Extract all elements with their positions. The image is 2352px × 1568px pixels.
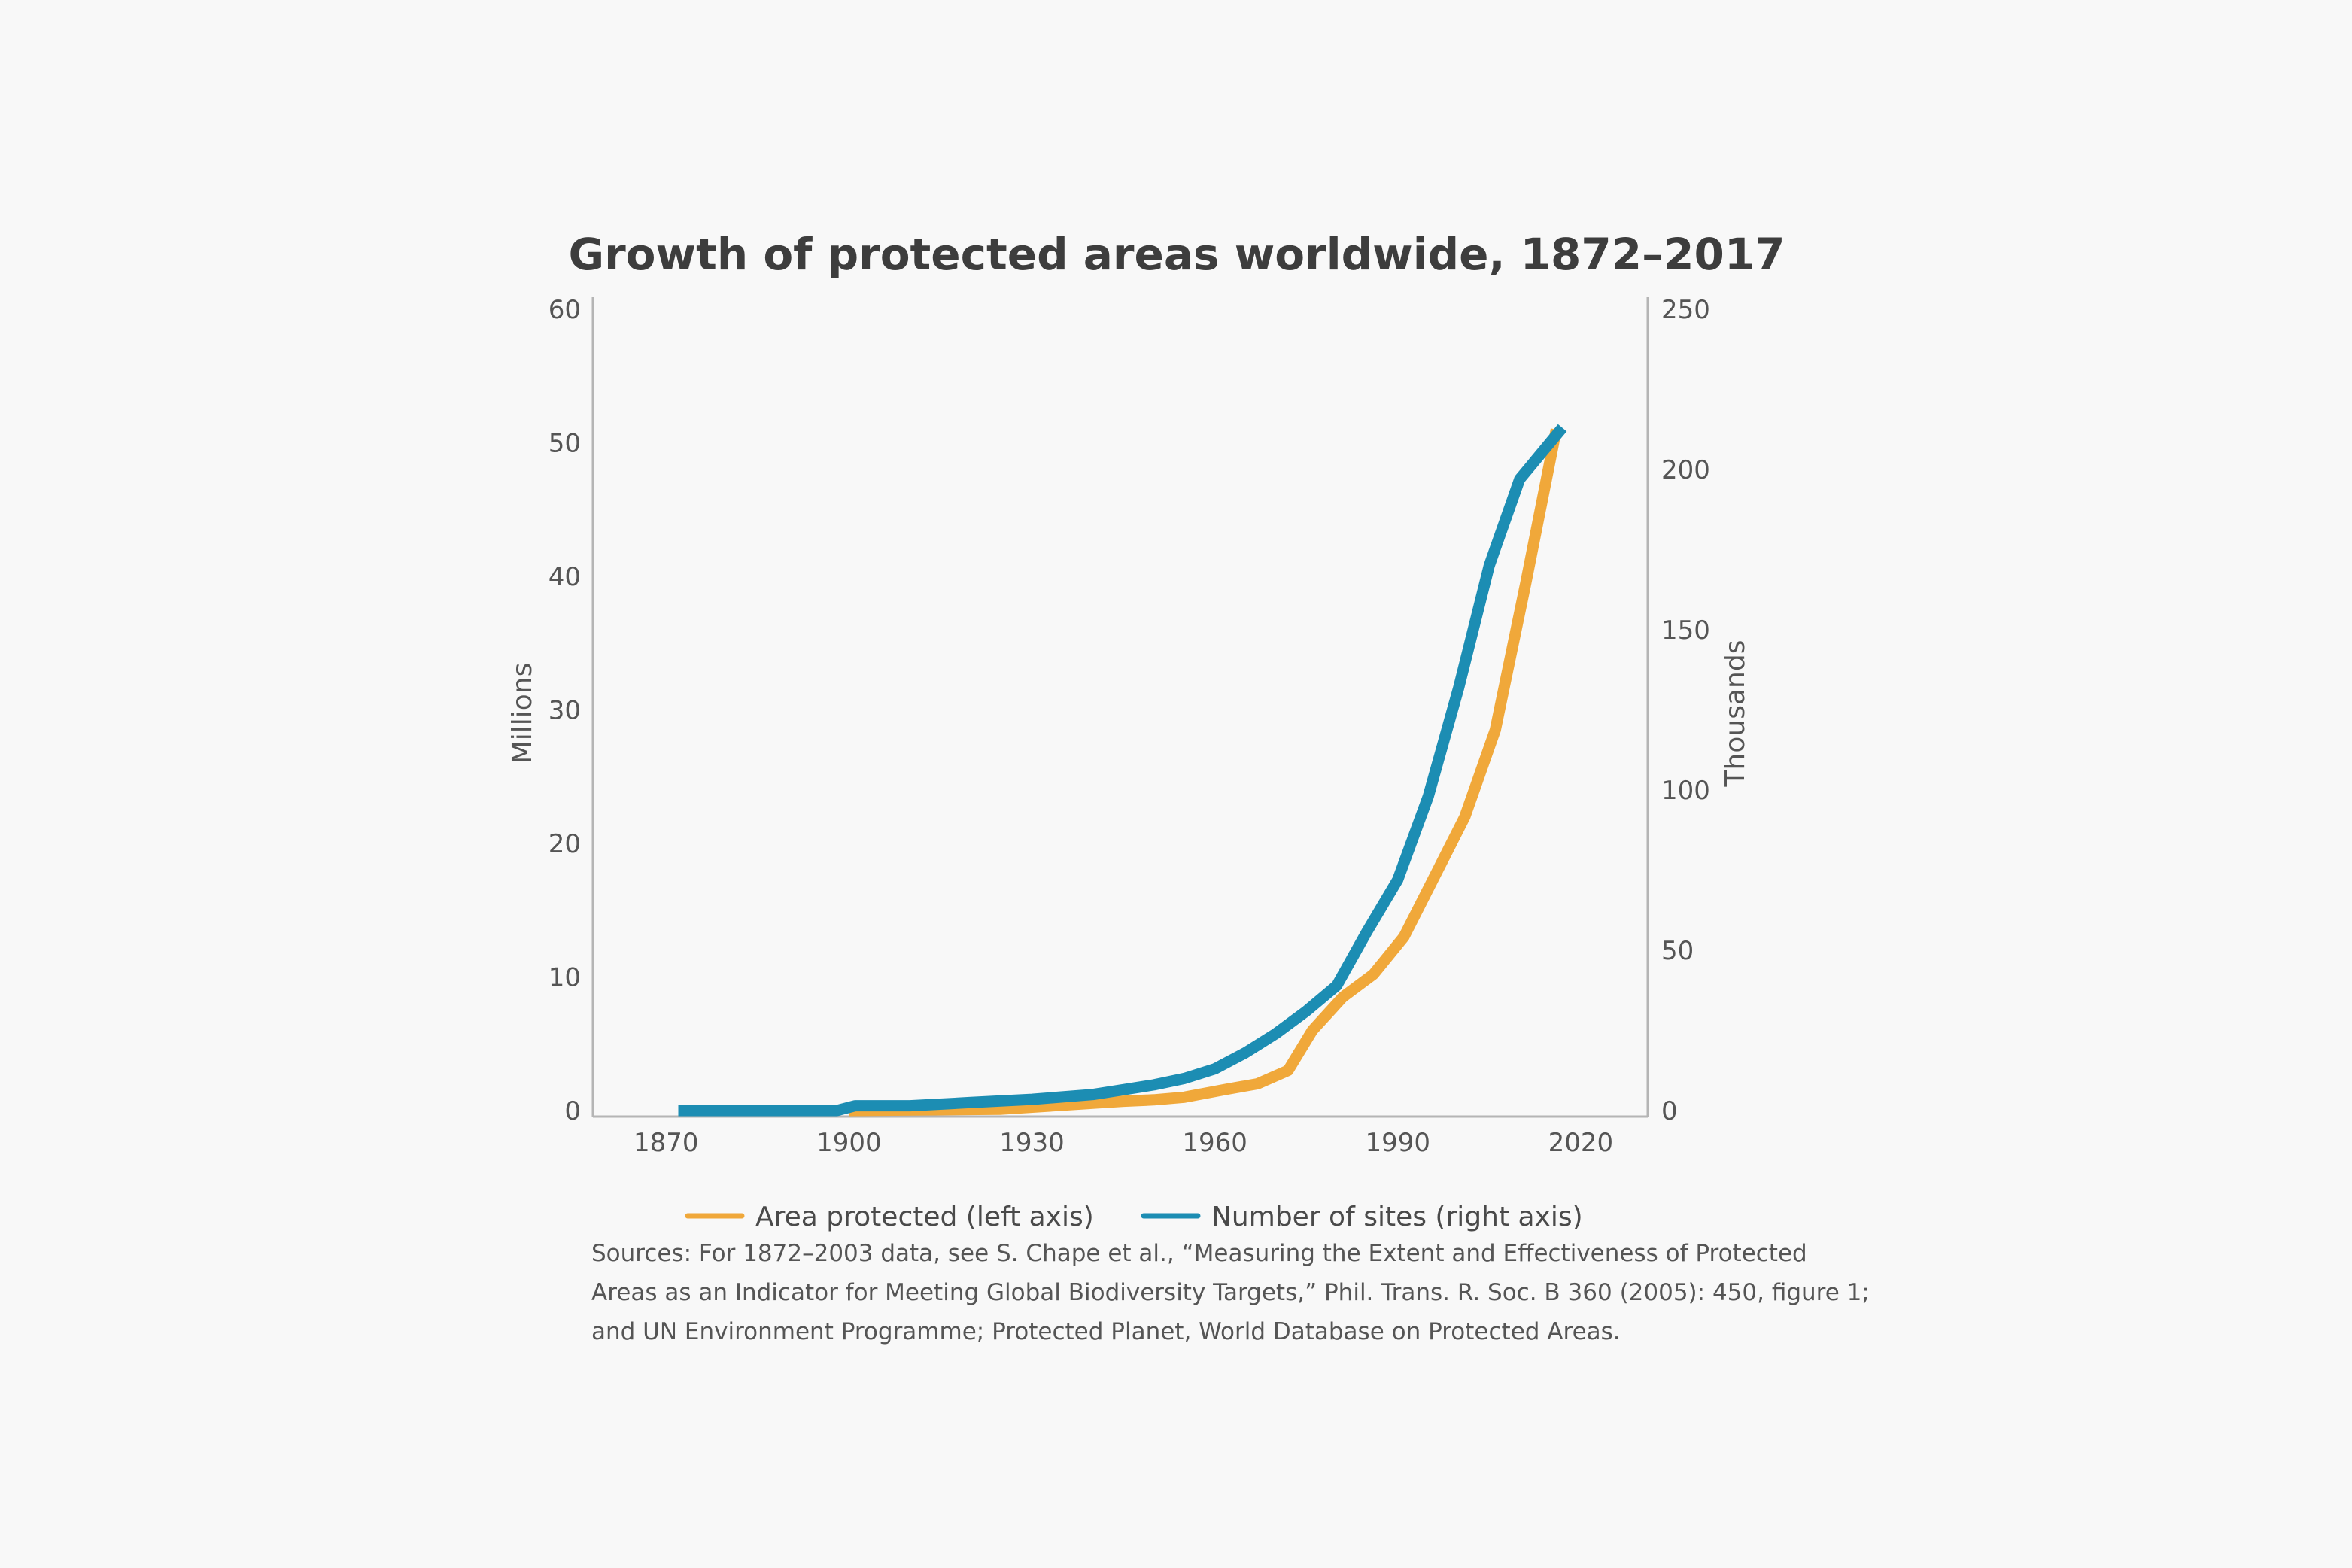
right-tick-label: 150 — [1661, 615, 1710, 646]
legend: Area protected (left axis) Number of sit… — [685, 1202, 1583, 1232]
x-tick-label: 1990 — [1365, 1128, 1430, 1158]
left-tick-label: 40 — [548, 562, 581, 592]
legend-label-sites: Number of sites (right axis) — [1211, 1202, 1583, 1232]
x-tick-label: 1870 — [634, 1128, 699, 1158]
legend-label-area: Area protected (left axis) — [755, 1202, 1094, 1232]
left-tick-label: 30 — [548, 696, 581, 726]
sources-note: Sources: For 1872–2003 data, see S. Chap… — [591, 1240, 1870, 1345]
left-tick-label: 0 — [564, 1096, 581, 1126]
series-line-number-of-sites — [678, 424, 1567, 1117]
x-tick-label: 1960 — [1182, 1128, 1247, 1158]
series-layer — [678, 424, 1567, 1117]
left-tick-label: 50 — [548, 429, 581, 459]
right-tick-label: 100 — [1661, 776, 1710, 806]
chart-title: Growth of protected areas worldwide, 187… — [568, 229, 1785, 280]
left-tick-label: 20 — [548, 829, 581, 859]
right-tick-label: 50 — [1661, 936, 1694, 966]
left-axis-title: Millions — [507, 663, 538, 764]
x-axis-ticks: 1870 1900 1930 1960 1990 2020 — [634, 1128, 1613, 1158]
right-axis-ticks: 0 50 100 150 200 250 — [1661, 295, 1710, 1126]
left-tick-label: 60 — [548, 295, 581, 325]
right-tick-label: 0 — [1661, 1096, 1678, 1126]
right-axis-title: Thousands — [1720, 640, 1751, 788]
x-tick-label: 1900 — [816, 1128, 882, 1158]
right-tick-label: 200 — [1661, 455, 1710, 485]
right-tick-label: 250 — [1661, 295, 1710, 325]
left-axis-ticks: 0 10 20 30 40 50 60 — [548, 295, 581, 1126]
series-line-area-protected — [849, 428, 1562, 1117]
x-tick-label: 2020 — [1548, 1128, 1614, 1158]
left-tick-label: 10 — [548, 963, 581, 993]
x-tick-label: 1930 — [999, 1128, 1065, 1158]
